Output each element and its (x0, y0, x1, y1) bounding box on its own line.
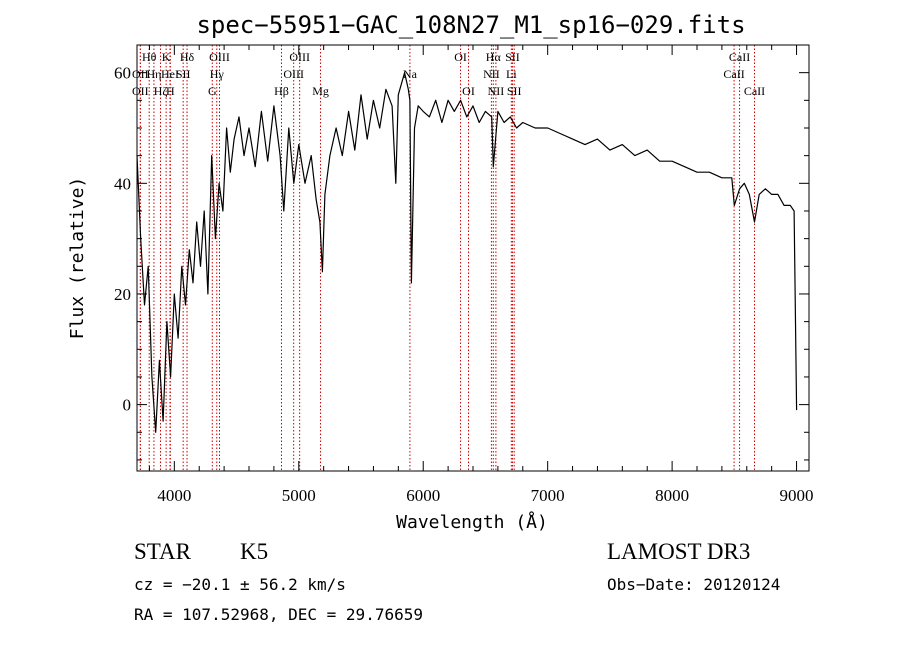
marker-label: NII (483, 67, 500, 81)
marker-label: HeI (161, 67, 179, 81)
y-tick-label: 60 (114, 64, 131, 83)
marker-label: NII (488, 84, 505, 98)
marker-label: Mg (312, 84, 329, 98)
marker-label: H (166, 84, 175, 98)
object-class: STAR (134, 539, 191, 564)
x-tick-label: 4000 (157, 486, 191, 505)
marker-label: Li (506, 67, 517, 81)
marker-label: SII (176, 67, 191, 81)
marker-label: G (208, 84, 217, 98)
x-tick-label: 9000 (780, 486, 814, 505)
y-tick-label: 40 (114, 174, 131, 193)
marker-label: OIII (289, 50, 310, 64)
marker-label: Hθ (142, 50, 157, 64)
marker-label: Hβ (274, 84, 289, 98)
marker-label: Hζ (154, 84, 168, 98)
x-tick-label: 7000 (531, 486, 565, 505)
redshift-cz: cz = −20.1 ± 56.2 km/s (134, 575, 346, 594)
x-tick-label: 5000 (282, 486, 316, 505)
marker-label: CaII (723, 67, 744, 81)
marker-label: Hγ (210, 67, 225, 81)
marker-label: OI (462, 84, 475, 98)
y-tick-label: 0 (123, 396, 132, 415)
marker-label: K (162, 50, 171, 64)
survey-name: LAMOST DR3 (607, 539, 751, 564)
y-axis-label: Flux (relative) (67, 177, 88, 340)
marker-label: Na (403, 67, 418, 81)
marker-label: OIII (283, 67, 304, 81)
marker-label: OII (132, 84, 149, 98)
marker-label: OII (132, 67, 149, 81)
x-axis-label: Wavelength (Å) (396, 511, 548, 533)
observation-date: Obs−Date: 20120124 (607, 575, 781, 594)
marker-label: OI (454, 50, 467, 64)
marker-label: Hη (146, 67, 161, 81)
plot-axes: 4000 5000 6000 7000 8000 9000 0 20 40 60 (114, 44, 814, 505)
flux-line (136, 72, 798, 433)
plot-frame (136, 44, 810, 472)
chart-title: spec−55951−GAC_108N27_M1_sp16−029.fits (196, 11, 745, 39)
marker-label: SII (507, 84, 522, 98)
y-tick-label: 20 (114, 285, 131, 304)
marker-label: Hδ (180, 50, 195, 64)
x-tick-label: 8000 (655, 486, 689, 505)
coordinates: RA = 107.52968, DEC = 29.76659 (134, 605, 423, 624)
marker-label: CaII (744, 84, 765, 98)
object-subclass: K5 (240, 539, 269, 564)
spectrum-series (136, 72, 798, 433)
line-markers (139, 45, 755, 471)
x-tick-label: 6000 (406, 486, 440, 505)
marker-label: Hα (486, 50, 502, 64)
marker-label: CaII (729, 50, 750, 64)
marker-label: OIII (209, 50, 230, 64)
marker-label: SII (505, 50, 520, 64)
